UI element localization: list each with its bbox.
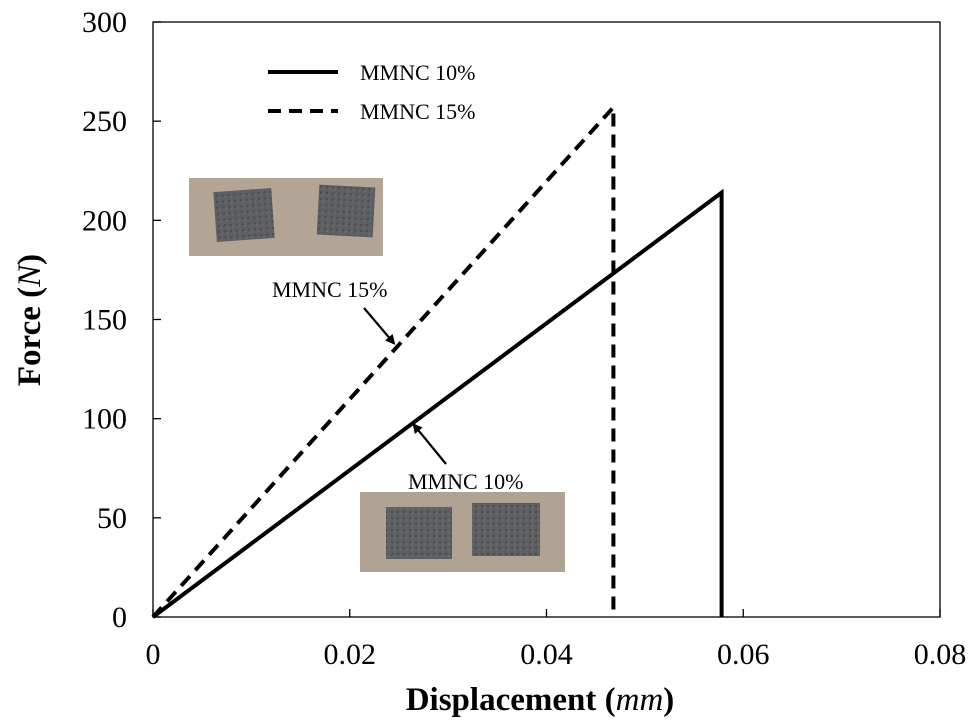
annotation-label-mmnc-10: MMNC 10% [408, 469, 524, 494]
annotation-arrow-mmnc-10 [412, 423, 447, 465]
specimen-photo-icon [472, 503, 540, 556]
specimen-photo-icon [213, 188, 275, 242]
annotation-label-mmnc-15: MMNC 15% [272, 277, 388, 302]
specimen-photo-icon [316, 184, 376, 238]
y-axis-unit: N [12, 263, 48, 288]
legend: MMNC 10% MMNC 15% [268, 60, 476, 124]
y-tick-label: 200 [82, 204, 127, 237]
x-tick-label: 0.06 [717, 638, 770, 671]
annotation-mmnc-15: MMNC 15% [272, 277, 396, 345]
y-axis-label: Force [12, 306, 48, 386]
legend-label-mmnc-15: MMNC 15% [360, 99, 476, 124]
annotation-mmnc-10: MMNC 10% [408, 423, 524, 494]
x-tick-label: 0.08 [914, 638, 967, 671]
y-tick-label: 0 [112, 601, 127, 634]
y-axis-title: Force (N) [12, 254, 48, 386]
legend-label-mmnc-10: MMNC 10% [360, 60, 476, 85]
y-tick-label: 300 [82, 6, 127, 39]
specimen-photo-15 [189, 178, 383, 256]
series-line-mmnc-10 [151, 188, 724, 619]
x-axis-title: Displacement (mm) [406, 682, 675, 718]
x-axis-unit: mm [616, 682, 664, 718]
x-axis-label: Displacement [406, 682, 597, 718]
y-tick-label: 100 [82, 403, 127, 436]
x-tick-label: 0.04 [520, 638, 573, 671]
y-tick-label: 50 [97, 502, 127, 535]
specimen-photo-10 [360, 492, 565, 572]
x-tick-label: 0 [146, 638, 161, 671]
x-axis-ticks: 0 0.02 0.04 0.06 0.08 [146, 609, 967, 671]
y-axis-ticks: 0 50 100 150 200 250 300 [82, 6, 161, 634]
y-tick-label: 250 [82, 105, 127, 138]
specimen-photo-icon [386, 507, 452, 559]
annotation-arrow-mmnc-15 [363, 307, 396, 345]
y-tick-label: 150 [82, 304, 127, 337]
x-tick-label: 0.02 [324, 638, 377, 671]
